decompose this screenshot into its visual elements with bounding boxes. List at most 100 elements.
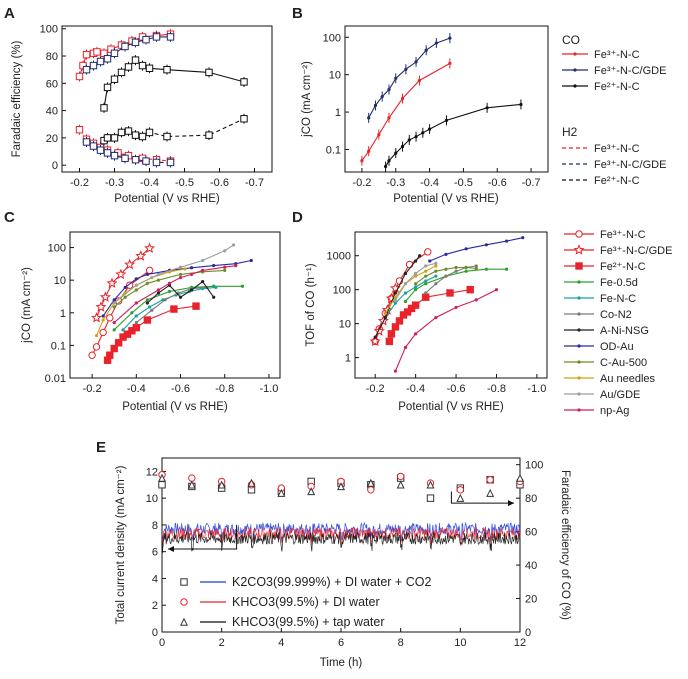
panel-e-ytick-label: 0 [152, 627, 158, 639]
panel-d-point [494, 288, 499, 292]
legend-h2-item: Fe³⁺-N-C [594, 143, 640, 155]
legend-d-marker [577, 280, 581, 284]
panel-e-fe-point [366, 478, 375, 487]
panel-a-point [110, 75, 119, 83]
panel-d-point [466, 285, 474, 294]
panel-b-xtick-label: -0.2 [352, 177, 371, 189]
panel-e-y2label: Faradaic efficiency of CO (%) [559, 470, 571, 620]
panel-c-series-Au-GDE [113, 244, 234, 304]
panel-d-point [414, 285, 418, 289]
panel-d-point [521, 236, 525, 240]
panel-d-point [393, 298, 398, 302]
legend-d-marker [577, 376, 581, 380]
panel-a-xtick-label: -0.4 [140, 177, 159, 189]
panel-b-point [373, 103, 378, 108]
legend-d-marker [575, 262, 583, 270]
panel-d-series-Au-needles [384, 265, 437, 314]
panel-c-point [212, 295, 216, 299]
panel-d-xtick-label: -0.8 [487, 383, 506, 395]
panel-e-y2tick-label: 20 [525, 594, 537, 606]
panel-c-point [223, 249, 227, 253]
legend-d-item: Au/GDE [600, 389, 640, 401]
panel-c-point [156, 288, 161, 292]
legend-d-marker [573, 244, 585, 255]
panel-b-ytick-label: 0.1 [326, 144, 341, 156]
panel-e-y2tick-label: 60 [525, 527, 537, 539]
panel-d-ylabel: TOF of CO (h⁻¹) [305, 263, 317, 346]
panel-d-point [454, 305, 458, 310]
panel-c-label: C [4, 209, 15, 226]
legend-d-marker [577, 296, 581, 300]
panel-e-left-arrow [167, 524, 238, 550]
legend-e-marker [180, 578, 188, 586]
panel-a-series-H2-Fe3-N-C-GDE [86, 141, 171, 163]
panel-d-ytick-label: 1000 [327, 251, 351, 263]
legend-co-item: Fe²⁺-N-C [594, 81, 640, 93]
legend-d-marker [577, 328, 581, 332]
panel-e-fe-point [277, 488, 286, 497]
panel-a-point [152, 33, 161, 41]
panel-a-point [131, 156, 140, 164]
panel-d-point [464, 247, 468, 251]
panel-c-point [189, 288, 194, 292]
panel-a-point [131, 131, 140, 139]
panel-c-ytick-label: 0.1 [51, 340, 66, 352]
panel-a-point [166, 33, 175, 41]
panel-c-point [192, 302, 200, 310]
panel-a-point [103, 134, 112, 142]
panel-c-point [201, 268, 205, 272]
panel-b-point [448, 36, 452, 40]
panel-a-point [82, 50, 91, 59]
panel-a-point [240, 115, 248, 123]
panel-e-left-arrowhead [167, 546, 174, 553]
panel-a-point [96, 146, 105, 154]
panel-b-point [394, 151, 398, 155]
panel-c-point [214, 285, 218, 290]
legend-e-marker [179, 617, 189, 626]
panel-c-point [121, 328, 125, 332]
panel-d-axes [354, 231, 548, 379]
panel-d-point [405, 260, 414, 269]
panel-d-point [424, 264, 428, 268]
panel-c-point [124, 258, 136, 270]
panel-e-ylabel: Total current density (mA cm⁻²) [115, 465, 127, 624]
panel-e-xtick-label: 0 [159, 637, 165, 649]
panel-e-ytick-label: 8 [152, 520, 158, 532]
panel-d-point [414, 259, 418, 263]
panel-b-point [387, 87, 391, 92]
panel-d-point [414, 282, 418, 286]
panel-d-series-np-Ag [394, 289, 497, 372]
panel-c-series-Au-needles [95, 268, 185, 336]
panel-d-point [474, 266, 478, 271]
panel-b-ytick-label: 1 [335, 107, 341, 119]
panel-c-point [99, 291, 111, 302]
panel-d-point [391, 323, 400, 331]
panel-b-legend: CO H2 Fe³⁺-N-C Fe³⁺-N-C Fe³⁺-N-C/GDE Fe³⁺-N… [562, 33, 666, 187]
legend-d-item: Fe³⁺-N-C/GDE [600, 245, 672, 257]
panel-a-xlabel: Potential (V vs RHE) [114, 193, 220, 205]
panel-c-point [143, 316, 152, 324]
panel-c-point [99, 328, 107, 337]
panel-d-point [504, 267, 509, 271]
panel-b-point [407, 138, 411, 142]
panel-c-point [212, 263, 216, 268]
panel-e-ytick-label: 2 [152, 600, 158, 612]
legend-d-item: Fe-N-C [600, 293, 636, 305]
panel-c-point [114, 339, 123, 347]
panel-d-point [484, 267, 488, 271]
panel-e-current-trace [161, 526, 521, 547]
panel-b-point [380, 94, 384, 99]
panel-d-series-OD-Au [429, 237, 523, 262]
panel-e-y2tick-label: 100 [525, 460, 543, 472]
panel-e-ytick-label: 10 [146, 493, 158, 505]
panel-d-legend: Fe³⁺-N-C Fe³⁺-N-C/GDE Fe²⁺-N-C Fe-0.5d Fe-N-… [564, 229, 672, 417]
panel-c-point [95, 301, 107, 312]
panel-d-point [393, 291, 398, 295]
legend-e-item: K2CO3(99.999%) + DI water + CO2 [232, 575, 431, 589]
panel-c-xtick-label: -0.6 [171, 383, 190, 395]
legend-e-item: KHCO3(99.5%) + DI water [232, 595, 380, 609]
panel-d-ytick-label: 100 [333, 285, 351, 297]
panel-c-point [92, 343, 101, 351]
panel-a-point [110, 134, 119, 142]
panel-c-point [223, 268, 227, 272]
